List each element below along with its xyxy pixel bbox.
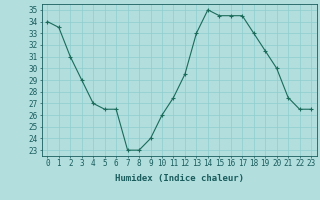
X-axis label: Humidex (Indice chaleur): Humidex (Indice chaleur)	[115, 174, 244, 183]
